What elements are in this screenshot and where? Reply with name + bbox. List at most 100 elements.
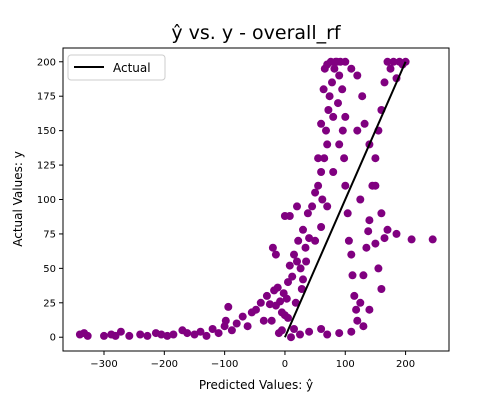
points-layer	[75, 57, 437, 342]
scatter-point	[344, 236, 353, 245]
scatter-point	[163, 331, 172, 340]
scatter-point	[386, 64, 395, 73]
scatter-point	[299, 275, 307, 284]
scatter-point	[334, 99, 342, 108]
scatter-point	[359, 322, 368, 331]
scatter-point	[284, 278, 292, 287]
scatter-point	[290, 250, 298, 259]
scatter-point	[341, 112, 350, 121]
scatter-point	[347, 327, 356, 336]
scatter-point	[214, 329, 223, 338]
scatter-point	[380, 78, 389, 87]
scatter-point	[329, 168, 338, 176]
scatter-point	[125, 331, 134, 340]
scatter-point	[328, 78, 336, 87]
scatter-point	[285, 212, 294, 220]
scatter-point	[271, 250, 280, 259]
scatter-point	[332, 57, 341, 66]
x-axis-label: Predicted Values: ŷ	[199, 378, 313, 392]
scatter-point	[288, 272, 297, 281]
scatter-point	[268, 243, 277, 252]
scatter-point	[428, 235, 437, 244]
scatter-point	[267, 316, 276, 325]
scatter-point	[83, 331, 92, 340]
y-tick-label: 200	[37, 57, 56, 68]
scatter-point	[356, 195, 365, 204]
scatter-point	[317, 223, 326, 231]
scatter-point	[265, 300, 274, 309]
y-axis-label: Actual Values: y	[11, 151, 25, 247]
x-tick-label: 100	[336, 359, 355, 370]
scatter-point	[294, 236, 303, 245]
scatter-point	[380, 234, 389, 243]
scatter-point	[256, 298, 265, 307]
scatter-point	[350, 291, 359, 300]
scatter-point	[374, 264, 383, 273]
scatter-point	[352, 305, 361, 314]
x-tick-label: −200	[151, 359, 178, 370]
scatter-point	[326, 57, 335, 66]
y-tick-label: 50	[43, 264, 56, 275]
scatter-point	[330, 64, 339, 73]
scatter-point	[143, 331, 152, 340]
legend: Actual	[67, 54, 166, 81]
scatter-point	[377, 209, 386, 218]
scatter-point	[324, 106, 333, 114]
scatter-point	[100, 331, 108, 340]
scatter-point	[383, 57, 392, 66]
scatter-point	[358, 92, 367, 101]
scatter-point	[273, 283, 282, 292]
scatter-point	[319, 85, 328, 94]
scatter-point	[371, 239, 380, 248]
scatter-point	[356, 298, 365, 307]
scatter-point	[116, 327, 125, 336]
scatter-point	[293, 202, 301, 211]
scatter-point	[169, 330, 178, 339]
scatter-point	[362, 243, 371, 252]
scatter-point	[317, 168, 326, 176]
scatter-point	[314, 154, 323, 163]
scatter-point	[407, 235, 416, 244]
scatter-point	[296, 264, 305, 273]
scatter-point	[353, 71, 362, 80]
scatter-point	[377, 285, 386, 293]
scatter-point	[338, 126, 347, 135]
y-tick-label: 25	[43, 298, 56, 309]
scatter-point	[323, 140, 332, 149]
x-tick-label: 200	[396, 359, 415, 370]
scatter-point	[282, 294, 291, 303]
scatter-point	[285, 261, 294, 270]
scatter-point	[262, 291, 271, 300]
y-tick-label: 175	[37, 92, 56, 103]
scatter-point	[371, 154, 380, 163]
scatter-point	[340, 154, 349, 163]
scatter-point	[157, 330, 166, 339]
y-axis-ticks: 0 25 50 75 100 125 150 175 200	[37, 57, 63, 344]
scatter-point	[252, 305, 260, 314]
scatter-point	[202, 331, 211, 340]
y-tick-label: 150	[37, 126, 56, 137]
x-axis-ticks: −300 −200 −100 0 100 200	[90, 351, 415, 370]
scatter-point	[318, 195, 327, 204]
scatter-point	[303, 209, 312, 218]
scatter-point	[276, 297, 285, 306]
scatter-point	[317, 325, 326, 333]
actual-line	[284, 61, 407, 338]
scatter-point	[299, 225, 307, 234]
scatter-point	[364, 227, 373, 236]
scatter-point	[353, 126, 362, 135]
scatter-point	[335, 140, 344, 149]
scatter-point	[221, 316, 230, 325]
scatter-point	[208, 325, 217, 333]
scatter-point	[238, 312, 247, 321]
plot-area	[62, 47, 450, 352]
chart-title: ŷ vs. y - overall_rf	[171, 22, 342, 44]
scatter-point	[383, 225, 392, 234]
scatter-point	[365, 305, 374, 314]
scatter-point	[183, 329, 192, 338]
scatter-point	[296, 330, 304, 339]
scatter-point	[259, 316, 268, 325]
scatter-point	[389, 57, 398, 66]
scatter-point	[341, 181, 350, 190]
scatter-point	[359, 271, 368, 280]
